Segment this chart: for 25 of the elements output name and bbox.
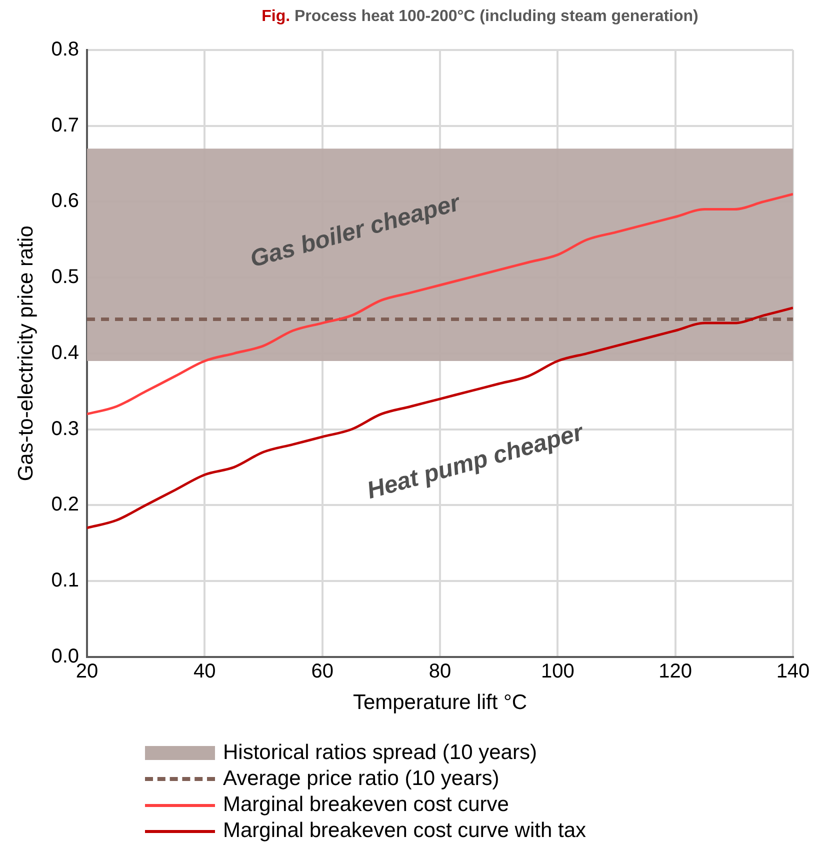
x-tick-label: 120 bbox=[658, 660, 692, 682]
chart-title: Fig. Process heat 100-200°C (including steam generation) bbox=[262, 8, 698, 25]
x-tick-label: 100 bbox=[540, 660, 574, 682]
line-series bbox=[87, 306, 793, 530]
x-axis-title: Temperature lift °C bbox=[352, 691, 528, 714]
x-tick-label: 80 bbox=[428, 660, 452, 682]
legend-label: Marginal breakeven cost curve with tax bbox=[223, 819, 586, 843]
y-tick-label: 0.6 bbox=[51, 190, 80, 212]
y-tick-label: 0.5 bbox=[51, 266, 80, 288]
legend-label: Historical ratios spread (10 years) bbox=[223, 741, 537, 765]
x-tick-label: 60 bbox=[311, 660, 334, 682]
y-tick-label: 0.1 bbox=[51, 569, 80, 592]
legend-label: Average price ratio (10 years) bbox=[223, 767, 500, 791]
x-tick-label: 140 bbox=[776, 660, 810, 682]
y-axis-title: Gas-to-electricity price ratio bbox=[14, 226, 38, 482]
y-tick-label: 0.8 bbox=[51, 38, 80, 61]
legend-label: Marginal breakeven cost curve bbox=[223, 793, 509, 817]
y-tick-label: 0.2 bbox=[51, 494, 80, 516]
y-tick-label: 0.3 bbox=[51, 418, 80, 440]
x-tick-label: 40 bbox=[194, 660, 216, 682]
annotation: Heat pump cheaper bbox=[364, 418, 588, 504]
y-tick-label: 0.7 bbox=[51, 114, 80, 136]
annotation: Gas boiler cheaper bbox=[247, 188, 464, 274]
line-series bbox=[87, 192, 793, 416]
y-tick-label: 0.4 bbox=[51, 342, 80, 364]
